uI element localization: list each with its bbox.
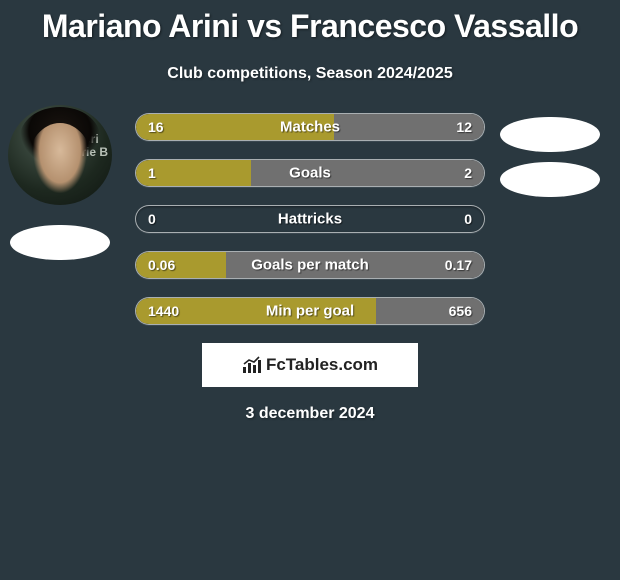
stat-label: Goals per match (136, 257, 484, 274)
stat-bar: 00Hattricks (135, 205, 485, 233)
brand-chart-icon (242, 356, 262, 374)
player-left-avatar-wrap: Seri Serie B (0, 105, 120, 260)
subtitle: Club competitions, Season 2024/2025 (0, 65, 620, 83)
player-left-flag (10, 225, 110, 260)
stat-label: Min per goal (136, 303, 484, 320)
player-right-avatar-wrap (490, 105, 610, 197)
stat-bar: 0.060.17Goals per match (135, 251, 485, 279)
stat-label: Matches (136, 119, 484, 136)
avatar-bg-text-b: Serie B (67, 145, 108, 159)
stat-bar: 12Goals (135, 159, 485, 187)
player-left-avatar: Seri Serie B (8, 105, 112, 205)
brand-box: FcTables.com (202, 343, 418, 387)
avatar-hair-shape (20, 107, 100, 167)
stat-bar: 1440656Min per goal (135, 297, 485, 325)
avatar-bg-text: Seri Serie B (67, 133, 108, 159)
avatar-face-shape (28, 123, 92, 201)
brand-label: FcTables.com (266, 355, 378, 375)
page-title: Mariano Arini vs Francesco Vassallo (0, 0, 620, 45)
stat-label: Hattricks (136, 211, 484, 228)
player-right-flag-1 (500, 117, 600, 152)
stat-label: Goals (136, 165, 484, 182)
avatar-bg-text-a: Seri (76, 132, 99, 146)
date-line: 3 december 2024 (0, 405, 620, 423)
stats-bars: 1612Matches 12Goals 00Hattricks 0.060.17Goa… (135, 113, 485, 325)
player-right-flag-2 (500, 162, 600, 197)
stat-bar: 1612Matches (135, 113, 485, 141)
